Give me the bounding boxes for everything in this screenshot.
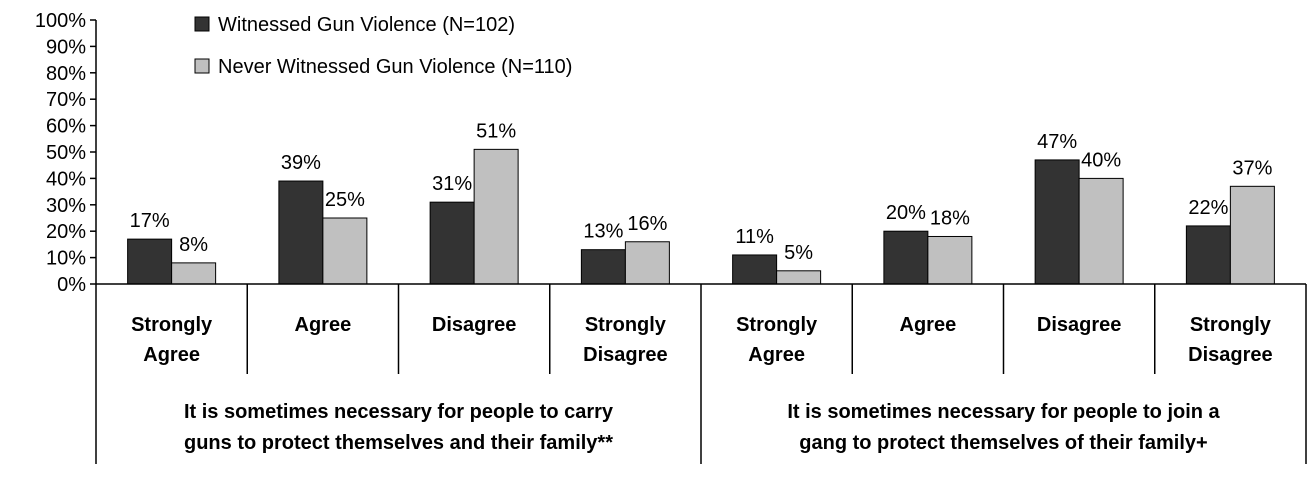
- bars: [127, 148, 1275, 285]
- y-tick-label: 50%: [46, 142, 86, 164]
- category-label: Strongly: [585, 314, 667, 336]
- y-tick-label: 90%: [46, 36, 86, 58]
- y-tick-label: 100%: [35, 10, 86, 32]
- data-label: 51%: [476, 120, 516, 142]
- bar-never-witnessed: [322, 217, 368, 285]
- data-label: 11%: [735, 226, 774, 248]
- category-label: Strongly: [736, 314, 818, 336]
- bar-witnessed: [1034, 159, 1080, 285]
- bar-witnessed: [732, 254, 778, 285]
- data-label: 5%: [784, 242, 813, 264]
- data-label: 40%: [1081, 149, 1121, 171]
- group-label: gang to protect themselves of their fami…: [799, 432, 1207, 454]
- legend: Witnessed Gun Violence (N=102) Never Witn…: [194, 14, 572, 78]
- group-label: It is sometimes necessary for people to …: [184, 401, 614, 423]
- y-tick-label: 70%: [46, 89, 86, 111]
- y-tick-label: 0%: [57, 274, 86, 296]
- bar-never-witnessed: [1078, 177, 1124, 285]
- bar-witnessed: [1185, 225, 1231, 285]
- data-label: 18%: [930, 207, 970, 229]
- group-label: It is sometimes necessary for people to …: [787, 401, 1220, 423]
- data-label: 31%: [432, 173, 472, 195]
- y-axis: 0% 10% 20% 30% 40% 50% 60% 70% 80% 90% 100%: [35, 10, 97, 296]
- category-label: Agree: [295, 314, 352, 336]
- bar-never-witnessed: [1229, 185, 1275, 285]
- category-label: Agree: [748, 344, 805, 366]
- category-label: Agree: [143, 344, 200, 366]
- bar-witnessed: [127, 238, 173, 285]
- bar-never-witnessed: [473, 148, 519, 285]
- data-label: 8%: [179, 234, 208, 256]
- data-label: 17%: [130, 210, 170, 232]
- category-label: Strongly: [131, 314, 213, 336]
- data-label: 16%: [627, 213, 667, 235]
- bar-witnessed: [278, 180, 324, 285]
- category-label: Disagree: [1188, 344, 1273, 366]
- x-axis: Strongly Agree Agree Disagree Strongly Disagr…: [95, 283, 1307, 464]
- bar-witnessed: [883, 230, 929, 285]
- legend-swatch-never-witnessed: [194, 58, 210, 74]
- data-label: 37%: [1232, 157, 1272, 179]
- y-tick-label: 30%: [46, 195, 86, 217]
- category-label: Disagree: [583, 344, 668, 366]
- y-tick-label: 80%: [46, 63, 86, 85]
- category-label: Disagree: [432, 314, 517, 336]
- bar-never-witnessed: [776, 270, 822, 285]
- bar-never-witnessed: [927, 235, 973, 285]
- bar-witnessed: [429, 201, 475, 285]
- legend-label: Witnessed Gun Violence (N=102): [218, 14, 515, 36]
- bar-never-witnessed: [171, 262, 217, 285]
- category-label: Strongly: [1190, 314, 1272, 336]
- group-label: guns to protect themselves and their fam…: [184, 432, 613, 454]
- legend-swatch-witnessed: [194, 16, 210, 32]
- y-tick-label: 40%: [46, 168, 86, 190]
- y-tick-label: 10%: [46, 248, 86, 270]
- data-label: 22%: [1188, 197, 1228, 219]
- data-label: 13%: [583, 221, 623, 243]
- category-label: Agree: [900, 314, 957, 336]
- data-labels: 17% 8% 39%25% 31% 51% 13% 16% 11% 5% 20% 18% 47%40%…: [130, 120, 1273, 263]
- y-tick-label: 60%: [46, 116, 86, 138]
- data-label: 25%: [325, 189, 365, 211]
- data-label: 39%: [281, 152, 321, 174]
- y-tick-label: 20%: [46, 221, 86, 243]
- bar-never-witnessed: [624, 241, 670, 285]
- legend-label: Never Witnessed Gun Violence (N=110): [218, 56, 572, 78]
- category-label: Disagree: [1037, 314, 1122, 336]
- data-label: 47%: [1037, 131, 1077, 153]
- bar-witnessed: [580, 249, 626, 285]
- data-label: 20%: [886, 202, 926, 224]
